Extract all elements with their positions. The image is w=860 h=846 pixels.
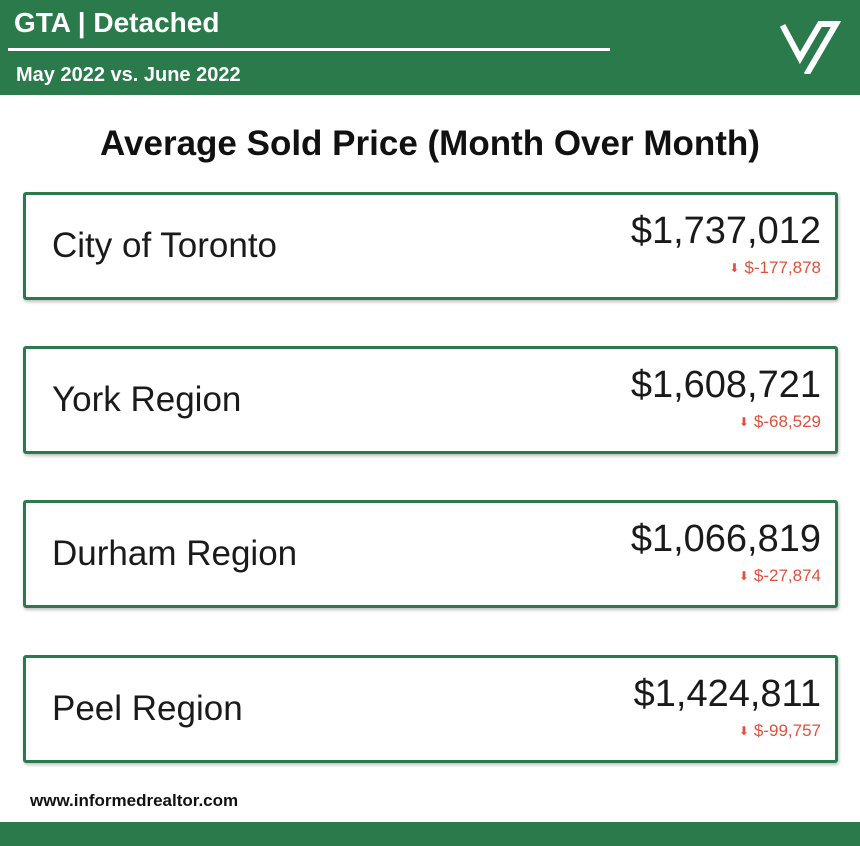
page-title: Average Sold Price (Month Over Month) xyxy=(100,124,760,163)
average-price: $1,424,811 xyxy=(633,673,821,715)
average-price: $1,066,819 xyxy=(630,518,821,560)
average-price: $1,737,012 xyxy=(630,210,821,252)
arrow-down-icon: ⬇ xyxy=(729,261,740,275)
average-price: $1,608,721 xyxy=(630,364,821,406)
header-banner: GTA | Detached May 2022 vs. June 2022 xyxy=(0,0,860,95)
checkmark-logo-icon xyxy=(780,21,842,74)
price-change: ⬇ $-177,878 xyxy=(729,257,821,279)
price-change-value: $-27,874 xyxy=(753,566,821,585)
arrow-down-icon: ⬇ xyxy=(738,724,749,738)
price-change: ⬇ $-68,529 xyxy=(739,411,821,433)
website-url: www.informedrealtor.com xyxy=(30,791,239,810)
region-card-peel-region: Peel Region $1,424,811 ⬇ $-99,757 xyxy=(23,655,838,763)
region-name: Durham Region xyxy=(52,534,298,573)
price-change: ⬇ $-99,757 xyxy=(739,720,821,742)
footer-bar xyxy=(0,822,860,846)
price-change-value: $-177,878 xyxy=(744,258,821,277)
arrow-down-icon: ⬇ xyxy=(738,569,749,583)
price-change-value: $-68,529 xyxy=(753,412,821,431)
region-name: City of Toronto xyxy=(52,226,278,265)
region-name: Peel Region xyxy=(52,689,243,728)
arrow-down-icon: ⬇ xyxy=(738,415,749,429)
header-title: GTA | Detached xyxy=(14,7,220,38)
header-subtitle: May 2022 vs. June 2022 xyxy=(16,64,241,86)
region-card-durham-region: Durham Region $1,066,819 ⬇ $-27,874 xyxy=(23,500,838,608)
price-change-value: $-99,757 xyxy=(753,721,821,740)
header-divider xyxy=(8,48,610,51)
region-name: York Region xyxy=(52,380,242,419)
region-card-york-region: York Region $1,608,721 ⬇ $-68,529 xyxy=(23,346,838,454)
price-change: ⬇ $-27,874 xyxy=(739,565,821,587)
region-card-city-of-toronto: City of Toronto $1,737,012 ⬇ $-177,878 xyxy=(23,192,838,300)
